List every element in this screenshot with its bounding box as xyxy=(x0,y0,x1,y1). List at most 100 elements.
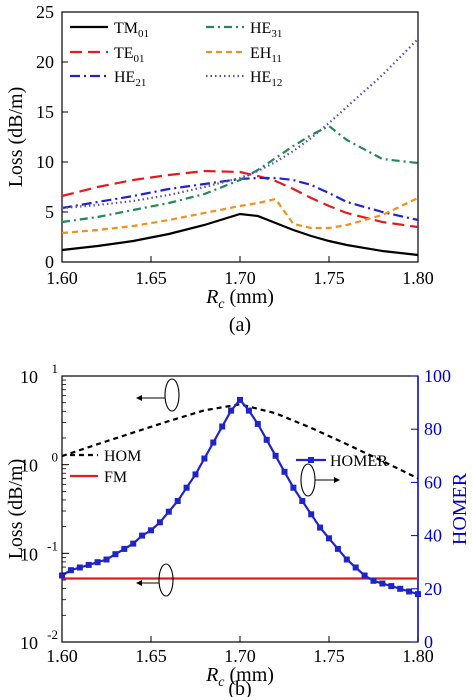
homer-data-point xyxy=(85,561,92,568)
homer-data-point xyxy=(361,572,368,579)
homer-data-point xyxy=(67,567,74,574)
homer-data-point xyxy=(334,545,341,552)
homer-data-point xyxy=(103,556,110,563)
y-tick-label: 5 xyxy=(45,202,54,222)
legend-label-tm01: TM01 xyxy=(114,20,149,40)
right-tick-label: 0 xyxy=(424,632,433,652)
homer-data-point xyxy=(165,508,172,515)
x-tick-label: 1.70 xyxy=(224,646,256,666)
homer-data-point xyxy=(130,540,137,547)
homer-data-point xyxy=(326,535,332,542)
panel-a-y-ticks: 0 5 10 15 20 25 xyxy=(36,2,68,272)
y-tick-label: 20 xyxy=(36,52,54,72)
panel-a-chart: 1.60 1.65 1.70 1.75 1.80 0 5 10 15 20 25 TM01 HE31… xyxy=(5,2,434,336)
panel-b-plot-frame xyxy=(61,375,419,643)
homer-data-point xyxy=(299,498,306,504)
fm-axis-arrowhead xyxy=(136,580,142,586)
homer-data-point xyxy=(254,420,261,427)
homer-data-point xyxy=(183,484,190,491)
homer-data-point xyxy=(112,551,119,558)
x-tick-label: 1.65 xyxy=(135,268,167,288)
y-tick-exponent: 0 xyxy=(52,450,59,465)
homer-data-point xyxy=(228,407,235,414)
panel-b-annotations xyxy=(136,378,340,597)
series-line-tm01 xyxy=(61,212,419,257)
right-tick-label: 60 xyxy=(424,472,442,492)
x-tick-label: 1.70 xyxy=(224,268,256,288)
x-tick-label: 1.60 xyxy=(46,646,78,666)
legend-label-eh11: EH11 xyxy=(250,45,282,65)
y-tick-label: 10 xyxy=(20,367,38,387)
panel-a-x-axis-label: Rc (mm) xyxy=(205,286,274,312)
homer-data-point xyxy=(237,396,243,403)
panel-b-x-ticks: 1.60 1.65 1.70 1.75 1.80 xyxy=(46,636,434,666)
homer-data-point xyxy=(290,484,297,491)
homer-axis-indicator-ellipse xyxy=(300,463,316,497)
hom-axis-indicator-ellipse xyxy=(164,378,180,412)
homer-data-point xyxy=(343,556,350,563)
panel-b-right-axis-label: HOMER xyxy=(449,472,471,545)
series-line-he12 xyxy=(61,38,419,210)
right-tick-label: 40 xyxy=(424,526,442,546)
x-tick-label: 1.75 xyxy=(313,646,345,666)
panel-b-subfigure-label: (b) xyxy=(228,678,251,697)
homer-data-point xyxy=(76,564,83,571)
y-tick-label: 0 xyxy=(45,252,54,272)
y-tick-label: 15 xyxy=(36,102,54,122)
fm-axis-indicator-ellipse xyxy=(158,563,174,597)
y-tick-label: 10 xyxy=(20,456,38,476)
homer-data-point xyxy=(210,439,217,446)
panel-a-legend: TM01 HE31 TE01 EH11 HE21 HE12 xyxy=(70,20,282,89)
legend-label-he12: HE12 xyxy=(250,69,282,89)
right-tick-label: 80 xyxy=(424,419,442,439)
homer-data-point xyxy=(379,580,386,587)
homer-data-point xyxy=(352,564,359,571)
homer-data-point xyxy=(219,423,226,430)
x-tick-label: 1.80 xyxy=(402,646,434,666)
homer-data-point xyxy=(308,511,315,518)
panel-b-y-axis-label: Loss (dB/m) xyxy=(5,459,27,560)
homer-data-point xyxy=(148,527,154,534)
homer-data-point xyxy=(406,588,413,595)
series-line-eh11 xyxy=(61,197,419,235)
panel-b-y-ticks: 10 -2 10 -1 10 0 10 1 xyxy=(20,361,69,653)
x-tick-label: 1.75 xyxy=(313,268,345,288)
series-line-homer xyxy=(61,398,419,596)
panel-a-subfigure-label: (a) xyxy=(229,314,251,336)
y-tick-label: 10 xyxy=(20,544,38,564)
homer-data-point xyxy=(174,498,181,504)
homer-data-point xyxy=(59,572,65,579)
homer-data-point xyxy=(156,519,163,526)
x-tick-label: 1.80 xyxy=(402,268,434,288)
homer-data-point xyxy=(192,471,199,478)
right-tick-label: 100 xyxy=(424,366,451,386)
homer-data-point xyxy=(201,455,208,462)
homer-data-point xyxy=(415,591,421,598)
homer-axis-arrowhead xyxy=(334,477,340,483)
panel-a-series-group xyxy=(61,38,419,257)
y-tick-exponent: -2 xyxy=(47,627,58,642)
homer-data-point xyxy=(397,585,404,592)
x-tick-label: 1.60 xyxy=(46,268,78,288)
homer-data-point xyxy=(272,452,279,459)
y-tick-exponent: -1 xyxy=(47,538,58,553)
homer-data-point xyxy=(370,577,377,584)
legend-label-hom: HOM xyxy=(104,448,141,465)
x-tick-label: 1.65 xyxy=(135,646,167,666)
y-tick-label: 10 xyxy=(20,633,38,653)
homer-data-point xyxy=(317,524,324,531)
right-tick-label: 20 xyxy=(424,579,442,599)
legend-label-te01: TE01 xyxy=(114,45,145,65)
series-line-he21 xyxy=(61,176,419,222)
legend-label-he21: HE21 xyxy=(114,69,146,89)
legend-marker-homer xyxy=(308,457,314,463)
homer-data-point xyxy=(94,559,101,566)
legend-label-he31: HE31 xyxy=(250,20,282,40)
y-tick-exponent: 1 xyxy=(52,361,59,376)
panel-b-legend: HOM FM HOMER xyxy=(70,448,388,486)
legend-label-fm: FM xyxy=(104,469,127,486)
legend-label-homer: HOMER xyxy=(330,453,388,470)
homer-data-point xyxy=(388,583,395,590)
